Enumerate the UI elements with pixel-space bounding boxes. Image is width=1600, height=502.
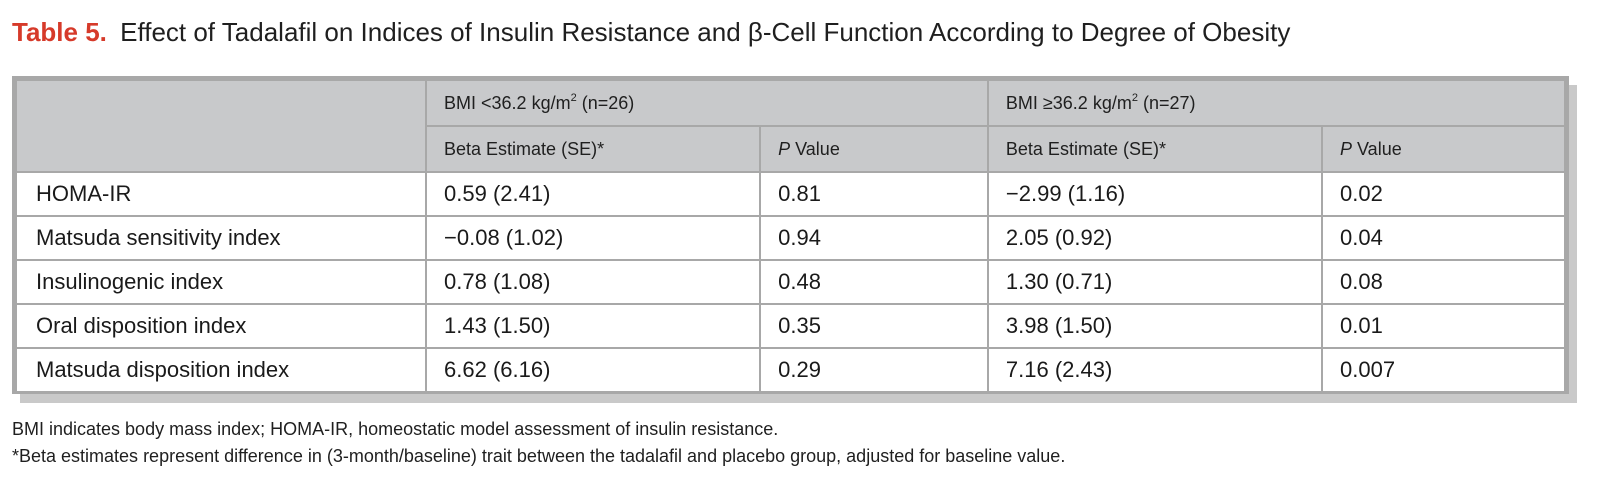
table-row: Insulinogenic index 0.78 (1.08) 0.48 1.3… [14, 259, 1566, 305]
table-row: Matsuda sensitivity index −0.08 (1.02) 0… [14, 215, 1566, 261]
table-number: Table 5. [12, 17, 107, 47]
cell-estimate-high: 3.98 (1.50) [986, 303, 1324, 349]
cell-pvalue-high: 0.08 [1321, 259, 1566, 305]
row-label: Matsuda disposition index [14, 347, 428, 393]
cell-pvalue-low: 0.48 [759, 259, 989, 305]
cell-pvalue-high: 0.04 [1321, 215, 1566, 261]
subheader-estimate-low: Beta Estimate (SE)* [425, 125, 762, 173]
subheader-pvalue-low: P Value [759, 125, 989, 173]
group-header-row: BMI <36.2 kg/m2 (n=26) BMI ≥36.2 kg/m2 (… [14, 79, 1567, 173]
subheader-pvalue-high: P Value [1321, 125, 1566, 173]
row-label: HOMA-IR [14, 171, 428, 217]
cell-estimate-low: 0.59 (2.41) [425, 171, 762, 217]
cell-estimate-high: 1.30 (0.71) [986, 259, 1324, 305]
empty-corner-cell [14, 79, 428, 173]
footnotes: BMI indicates body mass index; HOMA-IR, … [12, 416, 1065, 470]
row-label: Oral disposition index [14, 303, 428, 349]
table-row: Matsuda disposition index 6.62 (6.16) 0.… [14, 347, 1566, 393]
cell-pvalue-low: 0.81 [759, 171, 989, 217]
cell-estimate-high: −2.99 (1.16) [986, 171, 1324, 217]
table-caption: Effect of Tadalafil on Indices of Insuli… [120, 17, 1291, 47]
results-table-container: BMI <36.2 kg/m2 (n=26) BMI ≥36.2 kg/m2 (… [12, 76, 1569, 394]
results-table: BMI <36.2 kg/m2 (n=26) BMI ≥36.2 kg/m2 (… [14, 79, 1567, 393]
subheader-estimate-high: Beta Estimate (SE)* [986, 125, 1324, 173]
table-row: HOMA-IR 0.59 (2.41) 0.81 −2.99 (1.16) 0.… [14, 171, 1566, 217]
cell-pvalue-high: 0.01 [1321, 303, 1566, 349]
subheader-row: Beta Estimate (SE)* P Value Beta Estimat… [16, 125, 1566, 173]
cell-pvalue-low: 0.94 [759, 215, 989, 261]
cell-estimate-low: 0.78 (1.08) [425, 259, 762, 305]
row-label: Insulinogenic index [14, 259, 428, 305]
cell-estimate-low: 6.62 (6.16) [425, 347, 762, 393]
table-body: HOMA-IR 0.59 (2.41) 0.81 −2.99 (1.16) 0.… [14, 171, 1566, 393]
row-label: Matsuda sensitivity index [14, 215, 428, 261]
cell-estimate-high: 7.16 (2.43) [986, 347, 1324, 393]
cell-estimate-low: 1.43 (1.50) [425, 303, 762, 349]
cell-pvalue-high: 0.007 [1321, 347, 1566, 393]
cell-estimate-low: −0.08 (1.02) [425, 215, 762, 261]
cell-pvalue-low: 0.29 [759, 347, 989, 393]
table-row: Oral disposition index 1.43 (1.50) 0.35 … [14, 303, 1566, 349]
cell-estimate-high: 2.05 (0.92) [986, 215, 1324, 261]
table-header: BMI <36.2 kg/m2 (n=26) BMI ≥36.2 kg/m2 (… [14, 79, 1567, 173]
group-header-bmi-high: BMI ≥36.2 kg/m2 (n=27) [986, 79, 1567, 127]
footnote-abbreviations: BMI indicates body mass index; HOMA-IR, … [12, 419, 779, 439]
cell-pvalue-high: 0.02 [1321, 171, 1566, 217]
table-title: Table 5. Effect of Tadalafil on Indices … [12, 12, 1290, 52]
footnote-beta-estimates: *Beta estimates represent difference in … [12, 446, 1066, 466]
cell-pvalue-low: 0.35 [759, 303, 989, 349]
group-header-bmi-low: BMI <36.2 kg/m2 (n=26) [425, 79, 989, 127]
